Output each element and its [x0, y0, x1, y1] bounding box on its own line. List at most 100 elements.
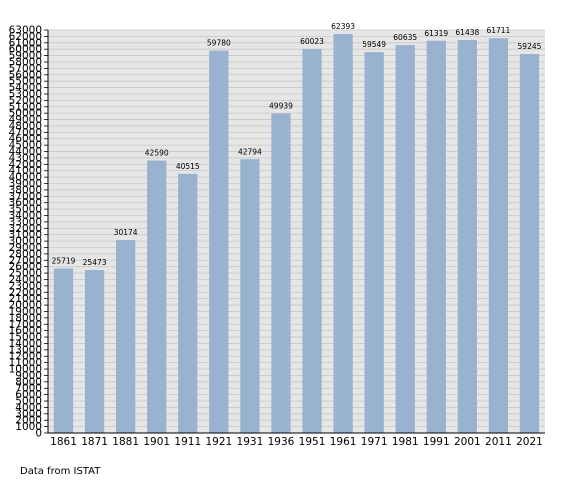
- y-tick-label: 59000: [9, 50, 42, 62]
- x-tick-label-1951: 1951: [299, 436, 326, 448]
- y-tick-label: 8000: [15, 376, 42, 388]
- y-tick-label: 46000: [9, 133, 42, 145]
- y-tick-label: 5000: [15, 396, 42, 408]
- y-tick-label: 27000: [9, 255, 42, 267]
- y-tick-label: 48000: [9, 120, 42, 132]
- y-tick-label: 32000: [9, 223, 42, 235]
- y-tick-label: 61000: [9, 37, 42, 49]
- value-label-1881: 30174: [114, 228, 138, 237]
- y-tick-label: 22000: [9, 287, 42, 299]
- y-tick-label: 11000: [9, 357, 42, 369]
- bar-1911: [178, 173, 198, 433]
- y-tick-label: 30000: [9, 236, 42, 248]
- y-tick-label: 58000: [9, 56, 42, 68]
- value-label-1936: 49939: [269, 102, 293, 111]
- y-tick-label: 4000: [15, 402, 42, 414]
- value-labels: 25719 25473 30174 42590 40515 59780 42794 49939…: [52, 22, 542, 267]
- value-label-1921: 59780: [207, 39, 231, 48]
- x-tick-label-1911: 1911: [174, 436, 201, 448]
- y-tick-label: 28000: [9, 248, 42, 260]
- y-tick-label: 21000: [9, 293, 42, 305]
- y-tick-label: 9000: [15, 370, 42, 382]
- axes: [44, 29, 545, 434]
- value-label-1961: 62393: [331, 22, 355, 31]
- y-tick-label: 52000: [9, 95, 42, 107]
- y-tick-label: 23000: [9, 280, 42, 292]
- x-tick-label-1961: 1961: [330, 436, 357, 448]
- bar-1971: [364, 52, 384, 434]
- y-tick-label: 6000: [15, 389, 42, 401]
- y-tick-label: 43000: [9, 152, 42, 164]
- bar-1981: [395, 45, 415, 434]
- value-label-2001: 61438: [455, 28, 479, 37]
- x-tick-label-1861: 1861: [50, 436, 77, 448]
- value-label-1951: 60023: [300, 37, 324, 46]
- bar-1951: [302, 49, 322, 434]
- y-tick-label: 10000: [9, 364, 42, 376]
- value-label-1991: 61319: [424, 29, 448, 38]
- bar-2011: [488, 38, 509, 433]
- bar-1961: [333, 33, 353, 433]
- y-tick-label: 62000: [9, 31, 42, 43]
- bar-2001: [457, 39, 477, 433]
- x-tick-label-1936: 1936: [268, 436, 295, 448]
- y-tick-label: 38000: [9, 184, 42, 196]
- bar-1931: [240, 159, 260, 433]
- y-tick-label: 20000: [9, 300, 42, 312]
- y-tick-label: 55000: [9, 76, 42, 88]
- y-tick-label: 19000: [9, 306, 42, 318]
- y-tick-label: 50000: [9, 108, 42, 120]
- value-label-1871: 25473: [83, 258, 107, 267]
- y-tick-label: 26000: [9, 261, 42, 273]
- bar-1881: [116, 239, 136, 433]
- y-tick-labels: 0100020003000400050006000700080009000100…: [9, 25, 42, 440]
- x-tick-label-1871: 1871: [81, 436, 108, 448]
- y-tick-label: 44000: [9, 146, 42, 158]
- y-tick-label: 60000: [9, 44, 42, 56]
- bar-1861: [53, 268, 74, 433]
- bar-1936: [271, 113, 291, 433]
- y-tick-label: 53000: [9, 88, 42, 100]
- value-label-1931: 42794: [238, 147, 262, 156]
- y-tick-label: 31000: [9, 229, 42, 241]
- y-tick-label: 14000: [9, 338, 42, 350]
- y-tick-label: 13000: [9, 344, 42, 356]
- y-tick-label: 63000: [9, 25, 42, 37]
- y-tick-label: 15000: [9, 332, 42, 344]
- y-tick-label: 24000: [9, 274, 42, 286]
- y-tick-label: 12000: [9, 351, 42, 363]
- y-tick-label: 40000: [9, 172, 42, 184]
- bar-1871: [84, 270, 105, 433]
- y-tick-label: 54000: [9, 82, 42, 94]
- bar-2021: [519, 54, 540, 433]
- y-tick-label: 49000: [9, 114, 42, 126]
- y-tick-label: 57000: [9, 63, 42, 75]
- y-tick-label: 2000: [15, 415, 42, 427]
- value-label-1901: 42590: [145, 149, 169, 158]
- y-tick-label: 41000: [9, 165, 42, 177]
- value-label-1861: 25719: [52, 256, 76, 265]
- y-tick-label: 18000: [9, 312, 42, 324]
- x-tick-label-1971: 1971: [361, 436, 388, 448]
- y-tick-label: 25000: [9, 268, 42, 280]
- y-tick-label: 51000: [9, 101, 42, 113]
- value-label-2011: 61711: [486, 26, 510, 35]
- x-tick-label-1881: 1881: [112, 436, 139, 448]
- y-tick-label: 35000: [9, 204, 42, 216]
- y-tick-label: 3000: [15, 408, 42, 420]
- y-tick-label: 37000: [9, 191, 42, 203]
- bar-1901: [147, 160, 167, 433]
- x-tick-label-1991: 1991: [423, 436, 450, 448]
- value-label-2021: 59245: [518, 42, 542, 51]
- x-tick-label-2011: 2011: [485, 436, 512, 448]
- y-tick-label: 36000: [9, 197, 42, 209]
- y-tick-label: 17000: [9, 319, 42, 331]
- value-label-1981: 60635: [393, 33, 417, 42]
- source-note: Data from ISTAT: [20, 466, 101, 477]
- x-tick-label-1901: 1901: [143, 436, 170, 448]
- y-tick-label: 56000: [9, 69, 42, 81]
- x-tick-labels: 1861 1871 1881 1901 1911 1921 1931 1936 1951 1961…: [50, 436, 543, 448]
- y-tick-label: 29000: [9, 242, 42, 254]
